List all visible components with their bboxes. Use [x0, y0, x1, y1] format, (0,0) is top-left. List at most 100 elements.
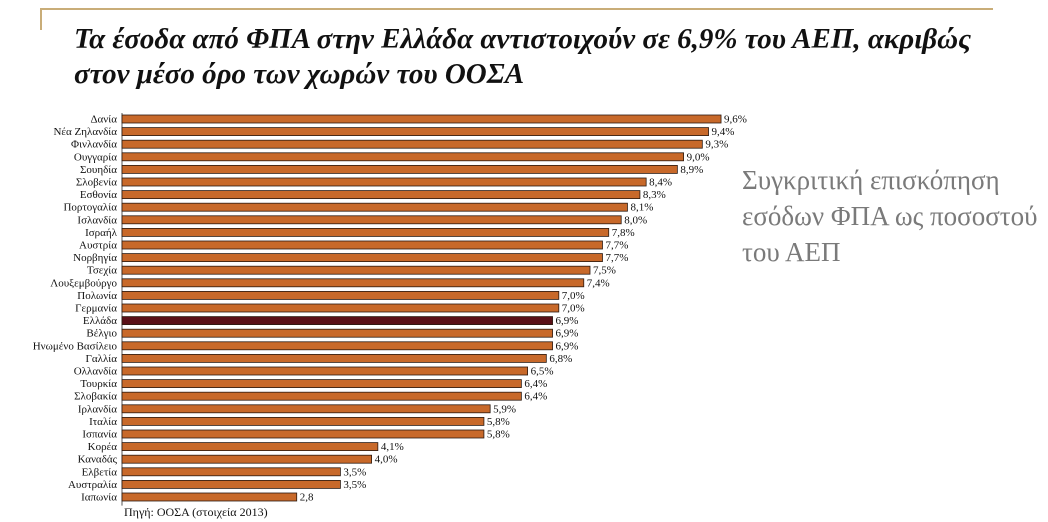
value-label: 7,7% — [605, 240, 628, 252]
value-label: 3,5% — [343, 479, 366, 491]
value-label: 8,1% — [630, 202, 653, 214]
bar-12 — [121, 253, 603, 263]
bar-27 — [121, 442, 379, 452]
source-note: Πηγή: ΟΟΣΑ (στοιχεία 2013) — [124, 505, 268, 519]
value-label: 4,0% — [375, 454, 398, 466]
category-label: Σουηδία — [80, 164, 117, 176]
bar-21 — [121, 366, 529, 376]
bar-11 — [121, 240, 603, 250]
category-label: Ιαπωνία — [81, 492, 117, 504]
category-label: Γαλλία — [85, 353, 117, 365]
value-label: 8,4% — [649, 177, 672, 189]
category-label: Τουρκία — [80, 378, 117, 390]
value-label: 3,5% — [343, 466, 366, 478]
category-label: Φινλανδία — [71, 139, 117, 151]
value-label: 9,0% — [687, 151, 710, 163]
value-label: 6,9% — [556, 328, 579, 340]
bar-17 — [121, 316, 553, 326]
bar-4 — [121, 152, 684, 162]
value-label: 2,8 — [300, 492, 314, 504]
value-label: 5,8% — [487, 429, 510, 441]
value-label: 6,5% — [531, 366, 554, 378]
category-label: Ηνωμένο Βασίλειο — [33, 340, 118, 352]
bar-23 — [121, 391, 522, 401]
bar-20 — [121, 353, 547, 363]
bar-25 — [121, 416, 485, 426]
value-label: 7,0% — [562, 290, 585, 302]
bar-28 — [121, 454, 373, 464]
value-label: 5,9% — [493, 403, 516, 415]
bar-22 — [121, 379, 522, 389]
chart-title: Τα έσοδα από ΦΠΑ στην Ελλάδα αντιστοιχού… — [74, 23, 972, 90]
value-label: 5,8% — [487, 416, 510, 428]
value-label: 9,3% — [705, 139, 728, 151]
value-label: 7,0% — [562, 303, 585, 315]
bar-6 — [121, 177, 647, 187]
bar-7 — [121, 190, 641, 200]
category-label: Καναδάς — [78, 454, 118, 466]
category-label: Ολλανδία — [74, 366, 117, 378]
decorative-line-vertical — [40, 8, 42, 30]
category-label: Ιταλία — [89, 416, 117, 428]
bar-26 — [121, 429, 485, 439]
category-label: Ισπανία — [82, 429, 117, 441]
category-label: Πολωνία — [77, 290, 117, 302]
value-label: 8,3% — [643, 189, 666, 201]
value-label: 7,7% — [605, 252, 628, 264]
category-label: Ελβετία — [82, 466, 118, 478]
category-label: Εσθονία — [80, 189, 117, 201]
bar-24 — [121, 404, 491, 414]
value-label: 6,4% — [524, 391, 547, 403]
bar-5 — [121, 164, 678, 174]
bar-30 — [121, 479, 341, 489]
category-label: Τσεχία — [87, 265, 117, 277]
bar-3 — [121, 139, 703, 149]
category-label: Αυστραλία — [68, 479, 117, 491]
value-label: 8,9% — [680, 164, 703, 176]
category-label: Αυστρία — [79, 240, 117, 252]
category-label: Ισλανδία — [77, 214, 117, 226]
category-label: Δανία — [90, 114, 117, 126]
bar-10 — [121, 227, 610, 237]
bar-15 — [121, 290, 560, 300]
category-label: Βέλγιο — [86, 328, 117, 340]
bar-14 — [121, 278, 585, 288]
category-label: Νέα Ζηλανδία — [53, 126, 117, 138]
category-label: Γερμανία — [75, 303, 117, 315]
value-label: 7,5% — [593, 265, 616, 277]
value-label: 6,9% — [556, 340, 579, 352]
value-label: 7,8% — [612, 227, 635, 239]
bar-2 — [121, 127, 709, 136]
category-label: Σλοβενία — [76, 177, 117, 189]
category-label: Ελλάδα — [83, 315, 117, 327]
category-label: Ουγγαρία — [74, 151, 117, 163]
bar-16 — [121, 303, 560, 313]
bars-group: Δανία 9,6% Νέα Ζηλανδία 9,4% Φινλανδία 9,3% Ου… — [33, 113, 747, 506]
bar-8 — [121, 202, 628, 212]
decorative-line-horizontal — [40, 8, 993, 10]
bar-19 — [121, 341, 553, 351]
value-label: 6,8% — [549, 353, 572, 365]
category-label: Πορτογαλία — [63, 202, 117, 214]
value-label: 6,4% — [524, 378, 547, 390]
category-label: Νορβηγία — [73, 252, 117, 264]
category-label: Ιρλανδία — [78, 403, 117, 415]
category-label: Λουξεμβούργο — [50, 277, 117, 289]
bar-1 — [121, 114, 722, 124]
value-label: 7,4% — [587, 277, 610, 289]
value-label: 9,6% — [724, 114, 747, 126]
category-label: Κορέα — [88, 441, 118, 453]
category-label: Ισραήλ — [85, 227, 118, 239]
value-label: 4,1% — [381, 441, 404, 453]
value-label: 8,0% — [624, 214, 647, 226]
side-note: Συγκριτική επισκόπηση εσόδων ΦΠΑ ως ποσο… — [742, 165, 1038, 267]
category-label: Σλοβακία — [74, 391, 117, 403]
bar-13 — [121, 265, 591, 275]
value-label: 6,9% — [556, 315, 579, 327]
bar-29 — [121, 467, 341, 477]
bar-18 — [121, 328, 553, 338]
bar-31 — [121, 492, 298, 502]
bar-9 — [121, 215, 622, 225]
value-label: 9,4% — [712, 126, 735, 138]
